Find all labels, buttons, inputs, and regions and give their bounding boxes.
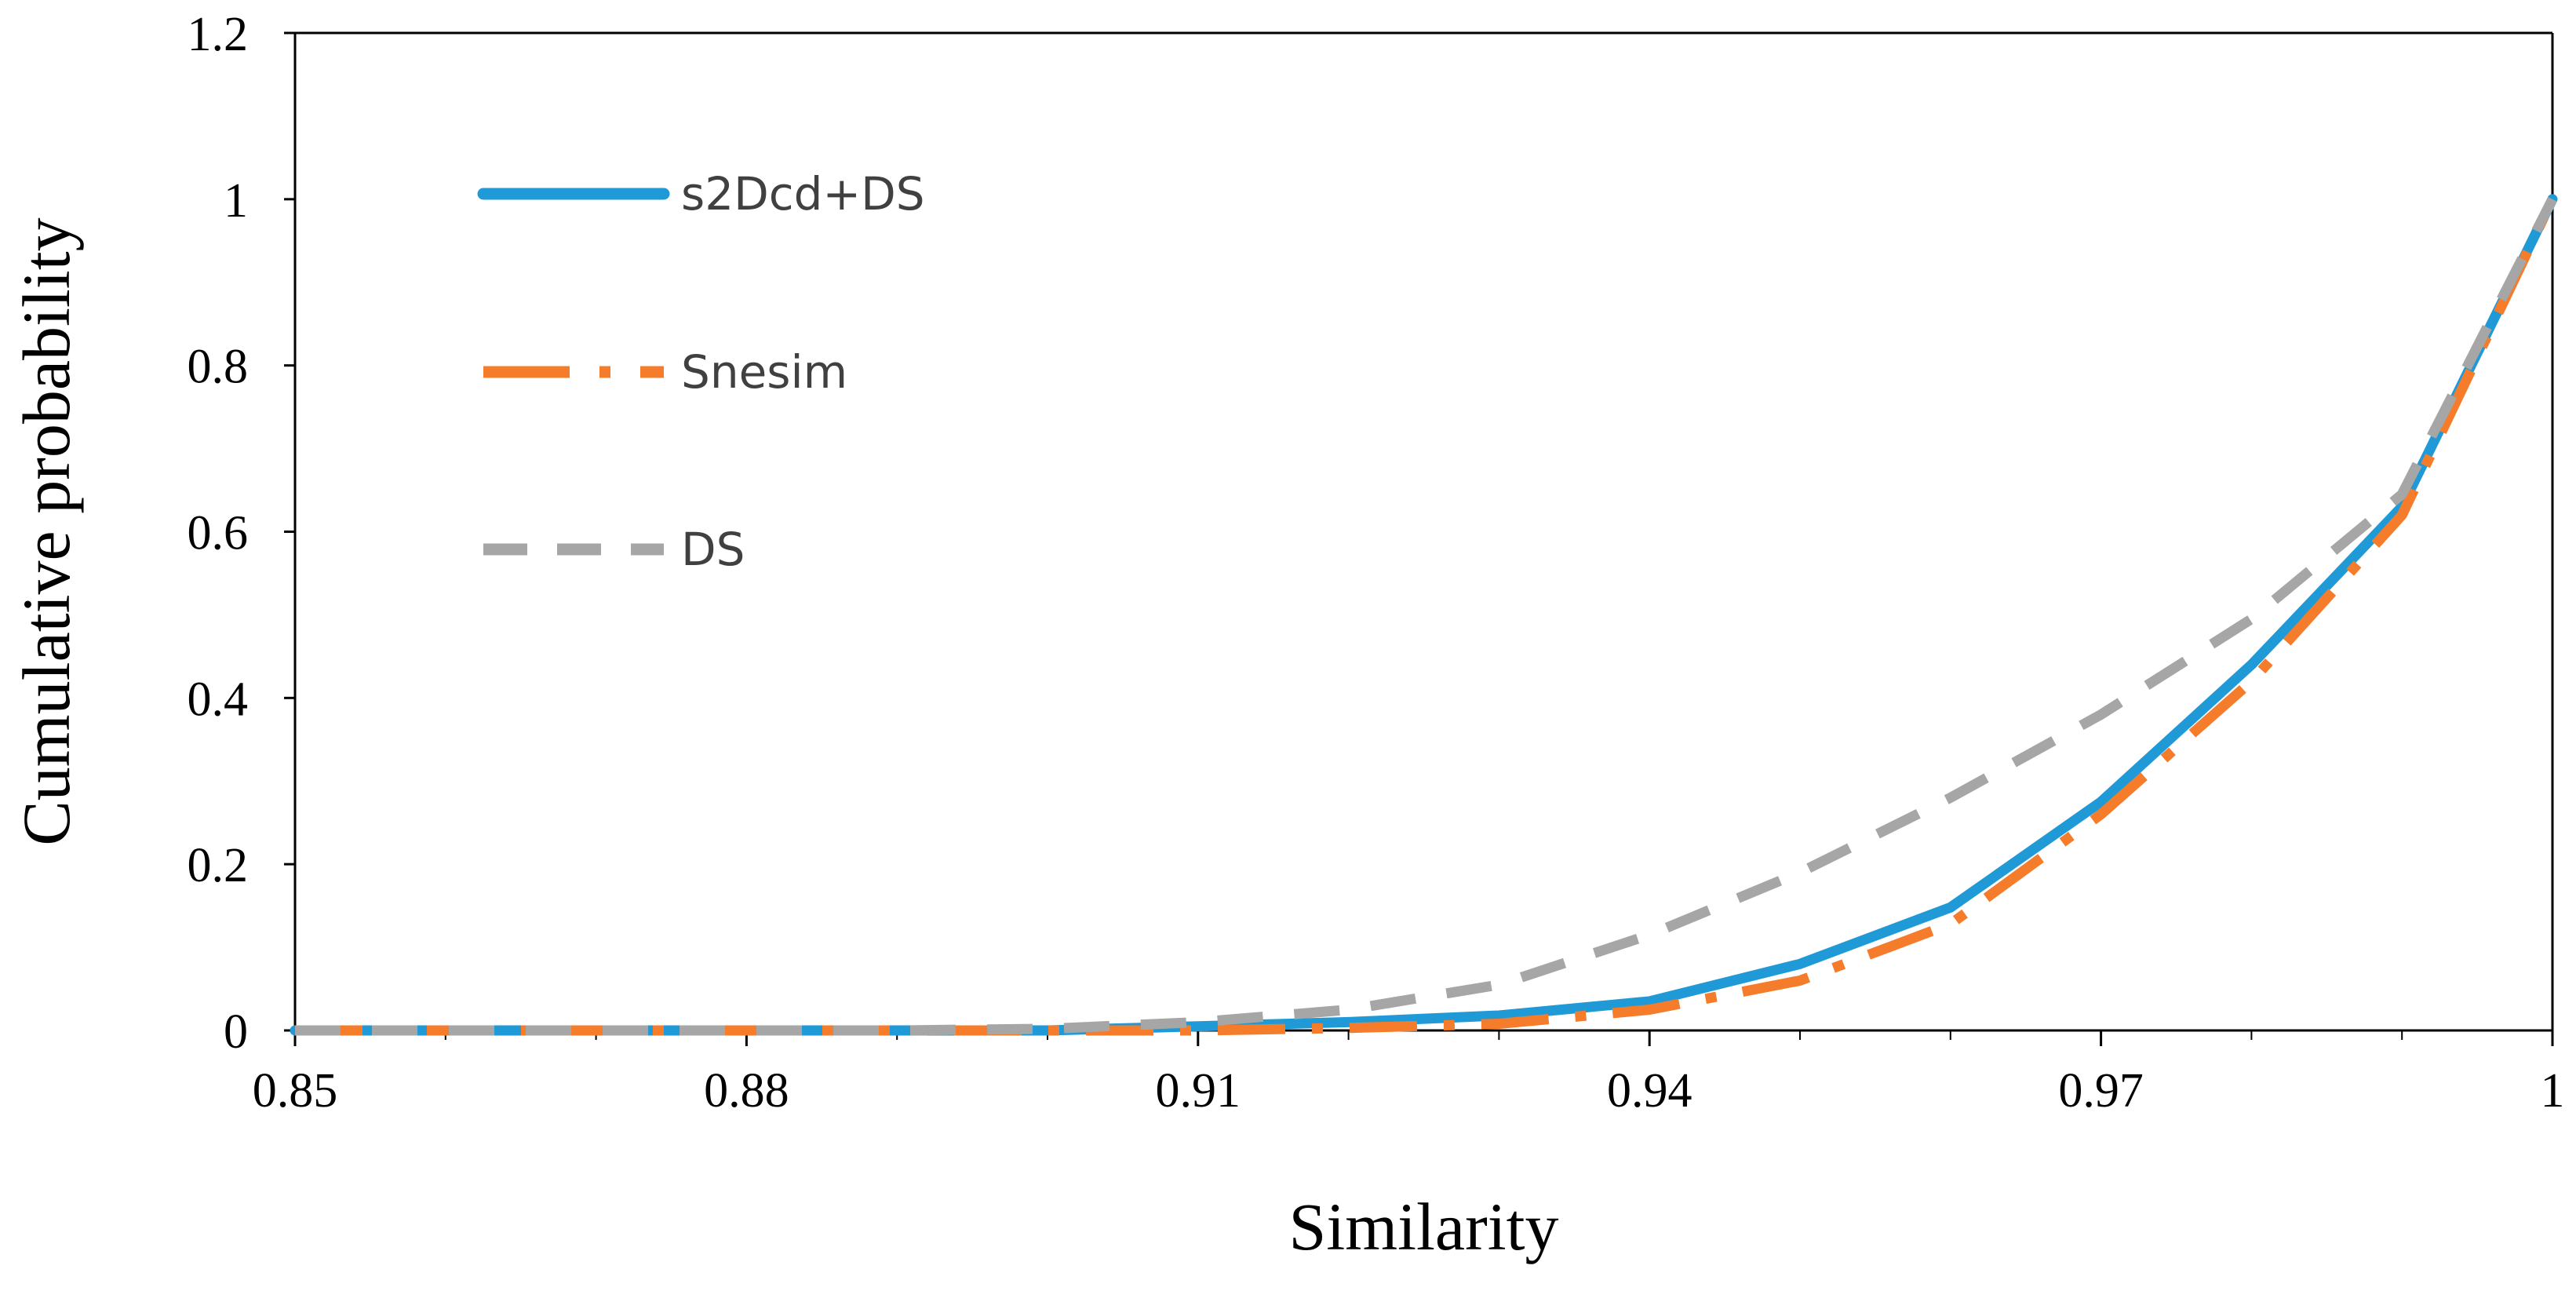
legend-label: Snesim <box>681 345 847 399</box>
series-line-ds <box>295 196 2557 1036</box>
x-tick-label: 0.91 <box>1156 1064 1241 1118</box>
x-tick-label: 0.85 <box>253 1064 338 1118</box>
y-tick-label: 1.2 <box>188 8 249 61</box>
y-tick-label: 1 <box>224 174 248 228</box>
series-line-s2dcd-ds <box>290 194 2558 1036</box>
y-tick-label: 0.4 <box>188 673 249 726</box>
series-line-snesim <box>295 197 2557 1036</box>
legend-label: s2Dcd+DS <box>681 167 925 221</box>
x-axis-title: Similarity <box>1289 1189 1559 1264</box>
x-tick-label: 1 <box>2541 1064 2565 1118</box>
series-lines <box>290 194 2558 1036</box>
legend: s2Dcd+DS Snesim DS <box>477 167 925 576</box>
ticks: 0.85 0.88 0.91 0.94 0.97 1 0 0.2 0.4 0.6 0.8 1 1.2 <box>188 8 2565 1118</box>
y-tick-label: 0.8 <box>188 341 249 394</box>
y-tick-label: 0.2 <box>188 839 249 892</box>
y-tick-label: 0 <box>224 1005 248 1059</box>
legend-label: DS <box>681 523 745 576</box>
x-tick-label: 0.88 <box>704 1064 789 1118</box>
y-axis-title: Cumulative probability <box>9 217 84 845</box>
x-tick-label: 0.97 <box>2058 1064 2144 1118</box>
x-tick-label: 0.94 <box>1607 1064 1692 1118</box>
y-tick-label: 0.6 <box>188 507 249 560</box>
axes <box>293 31 2554 1032</box>
